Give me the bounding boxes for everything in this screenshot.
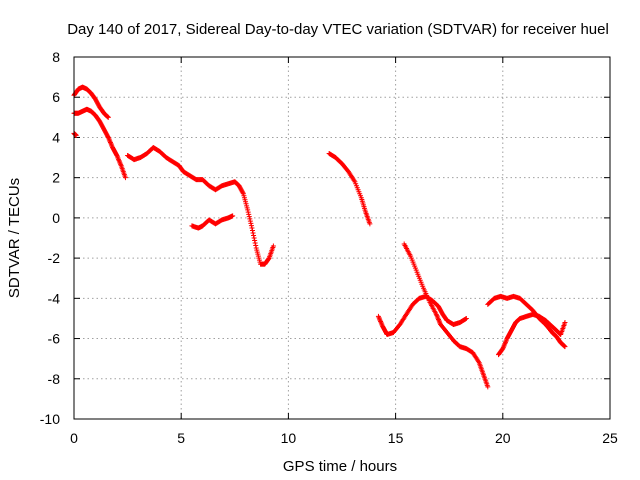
data-point xyxy=(562,344,568,350)
x-tick-labels: 0 5 10 15 20 25 xyxy=(70,430,618,446)
y-tick-label: 4 xyxy=(52,129,60,145)
y-tick-label: 2 xyxy=(52,170,60,186)
data-point xyxy=(557,331,563,337)
y-tick-label: -10 xyxy=(40,411,60,427)
data-point xyxy=(463,316,469,322)
data-series-arc-1 xyxy=(71,84,111,120)
x-tick-label: 20 xyxy=(495,430,511,446)
data-point xyxy=(247,216,253,222)
y-tick-label: -6 xyxy=(48,331,61,347)
data-point xyxy=(561,343,567,349)
data-point xyxy=(247,218,253,224)
x-axis-label: GPS time / hours xyxy=(283,458,397,475)
data-point xyxy=(105,114,111,120)
data-point xyxy=(249,225,255,231)
data-series-arc-2 xyxy=(71,106,128,181)
y-tick-label: 6 xyxy=(52,89,60,105)
x-tick-label: 0 xyxy=(70,430,78,446)
data-point xyxy=(113,152,119,158)
data-point xyxy=(253,243,259,249)
data-point xyxy=(250,230,256,236)
data-point xyxy=(245,207,251,213)
data-point xyxy=(251,235,257,241)
data-series-arc-4 xyxy=(125,145,276,267)
data-point xyxy=(104,113,110,119)
data-point xyxy=(266,256,272,262)
x-tick-label: 25 xyxy=(602,430,618,446)
data-points xyxy=(71,84,568,390)
data-point xyxy=(246,211,252,217)
data-point xyxy=(105,133,111,139)
data-point xyxy=(463,315,469,321)
data-point xyxy=(105,114,111,120)
x-tick-label: 10 xyxy=(281,430,297,446)
data-point xyxy=(251,232,257,238)
data-point xyxy=(246,214,252,220)
data-point xyxy=(248,223,254,229)
data-series-arc-5 xyxy=(189,213,236,231)
data-point xyxy=(248,220,254,226)
plot-frame xyxy=(73,56,611,420)
data-series-arc-10 xyxy=(496,311,568,358)
data-point xyxy=(245,209,251,215)
data-point xyxy=(230,213,236,219)
y-tick-label: -2 xyxy=(48,250,61,266)
x-tick-label: 15 xyxy=(388,430,404,446)
data-point xyxy=(249,227,255,233)
data-point xyxy=(367,221,373,227)
data-point xyxy=(252,238,258,244)
data-point xyxy=(485,384,491,390)
data-series-arc-9 xyxy=(485,293,568,350)
y-tick-label: 0 xyxy=(52,210,60,226)
data-point xyxy=(122,175,128,181)
x-tick-label: 5 xyxy=(177,430,185,446)
data-point xyxy=(252,240,258,246)
data-point xyxy=(562,319,568,325)
y-tick-label: -8 xyxy=(48,371,61,387)
y-tick-label: 8 xyxy=(52,49,60,65)
y-tick-label: -4 xyxy=(48,290,61,306)
chart-title: Day 140 of 2017, Sidereal Day-to-day VTE… xyxy=(67,21,609,38)
data-point xyxy=(240,190,246,196)
data-point xyxy=(561,343,567,349)
y-tick-labels: -10 -8 -6 -4 -2 0 2 4 6 8 xyxy=(40,49,60,427)
data-series-arc-8 xyxy=(401,241,491,390)
y-axis-label: SDTVAR / TECUs xyxy=(6,178,23,298)
data-point xyxy=(270,243,276,249)
data-series-arc-6 xyxy=(326,151,373,227)
